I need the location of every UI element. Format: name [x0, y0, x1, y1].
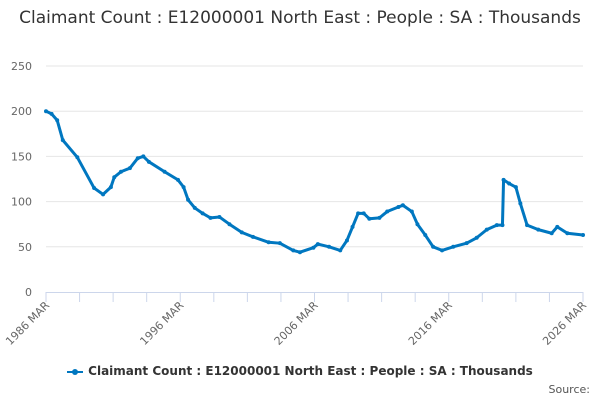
x-tick-label: 2006 MAR [272, 299, 321, 348]
data-point [500, 223, 505, 228]
data-point [484, 227, 489, 232]
data-point [315, 242, 320, 247]
data-point [239, 230, 244, 235]
data-point [451, 244, 456, 249]
data-point [400, 203, 405, 208]
data-point [415, 222, 420, 227]
data-point [127, 166, 132, 171]
data-point [494, 223, 499, 228]
legend-label: Claimant Count : E12000001 North East : … [88, 364, 533, 378]
y-tick-label: 200 [11, 105, 32, 118]
data-point [565, 231, 570, 236]
data-point [581, 233, 585, 238]
data-point [146, 159, 151, 164]
data-point [474, 235, 479, 240]
data-point [192, 205, 197, 210]
data-point [356, 211, 361, 216]
data-point [135, 156, 140, 161]
data-point [311, 245, 316, 250]
data-point [112, 175, 117, 180]
data-point [92, 186, 97, 191]
data-point [367, 216, 372, 221]
data-point [396, 205, 401, 210]
data-point [217, 214, 222, 219]
data-point [549, 231, 554, 236]
data-point [377, 215, 382, 220]
data-point [250, 234, 255, 239]
data-point [385, 209, 390, 214]
x-tick-label: 1996 MAR [137, 299, 186, 348]
data-point [55, 118, 60, 123]
data-point [513, 185, 518, 190]
data-point [431, 244, 436, 249]
data-point [60, 138, 65, 143]
data-point [297, 250, 302, 255]
data-point [44, 109, 48, 114]
data-point [75, 155, 80, 160]
data-point [440, 248, 445, 253]
data-point [338, 248, 343, 253]
data-point [227, 222, 232, 227]
data-point [518, 201, 523, 206]
data-point [49, 111, 54, 116]
y-tick-label: 0 [25, 286, 32, 299]
data-point [200, 211, 205, 216]
data-point [344, 238, 349, 243]
data-point [266, 240, 271, 245]
chart-title: Claimant Count : E12000001 North East : … [19, 8, 581, 28]
data-point [350, 224, 355, 229]
data-point [162, 169, 167, 174]
y-tick-label: 100 [11, 196, 32, 209]
source-label: Source: [548, 383, 591, 396]
data-point [101, 192, 106, 197]
data-point [423, 233, 428, 238]
y-tick-label: 50 [18, 241, 32, 254]
data-point [536, 227, 541, 232]
x-tick-label: 1986 MAR [3, 299, 52, 348]
y-tick-label: 250 [11, 60, 32, 73]
data-point [464, 241, 469, 246]
y-tick-label: 150 [11, 150, 32, 163]
data-point [108, 185, 113, 190]
data-point [277, 241, 282, 246]
x-tick-label: 2026 MAR [540, 299, 589, 348]
data-point [501, 177, 506, 182]
data-point [141, 154, 146, 159]
data-point [327, 244, 332, 249]
data-point [409, 209, 414, 214]
legend-item[interactable]: Claimant Count : E12000001 North East : … [0, 364, 600, 378]
data-point [176, 177, 181, 182]
x-tick-label: 2016 MAR [406, 299, 455, 348]
data-point [361, 211, 366, 216]
data-point [507, 181, 512, 186]
data-point [555, 224, 560, 229]
data-point [186, 197, 191, 202]
data-point [181, 185, 186, 190]
data-point [525, 223, 530, 228]
data-point [118, 169, 123, 174]
data-point [208, 215, 213, 220]
series-line [45, 109, 584, 254]
data-point [291, 248, 296, 253]
legend-swatch-icon [67, 368, 84, 375]
